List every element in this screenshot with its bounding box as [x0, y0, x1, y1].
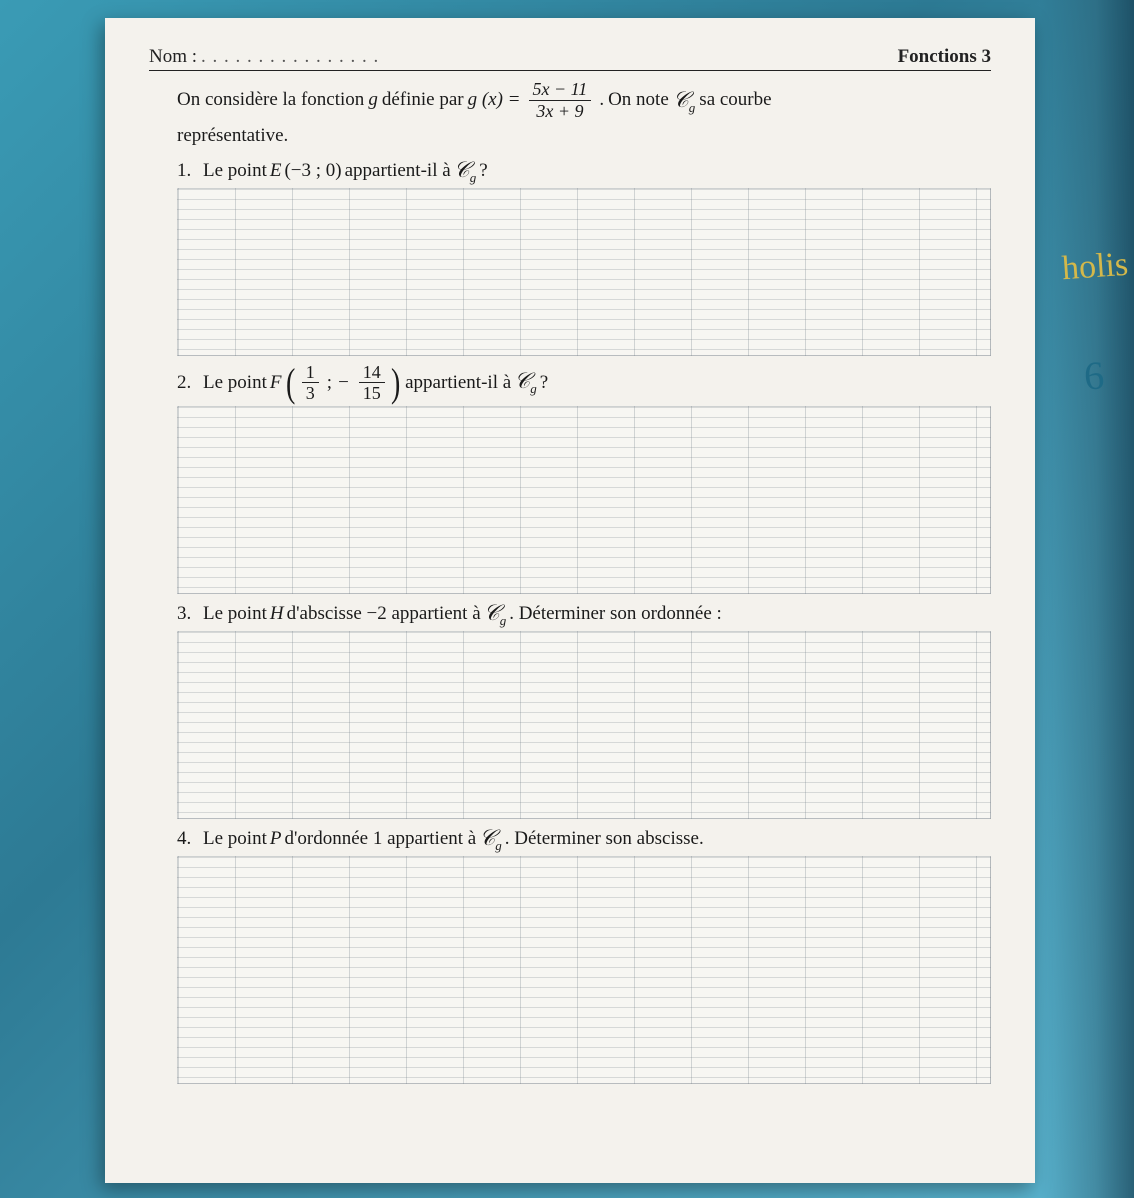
- q2-q: ?: [540, 372, 548, 394]
- q1-answer-grid[interactable]: [177, 188, 991, 356]
- q1-a: Le point: [203, 160, 267, 182]
- nom-field[interactable]: Nom : . . . . . . . . . . . . . . . .: [149, 46, 379, 68]
- q3-curve: 𝒞g: [484, 600, 507, 629]
- q4-curve: 𝒞g: [479, 825, 502, 854]
- q1-num: 1.: [177, 160, 195, 182]
- intro-fraction: 5x − 11 3x + 9: [529, 79, 592, 121]
- nom-blank[interactable]: . . . . . . . . . . . . . . . .: [201, 46, 379, 67]
- intro-sacourbe: sa courbe: [699, 85, 771, 114]
- question-list: 1. Le point E (−3 ; 0) appartient-il à 𝒞…: [177, 157, 991, 1084]
- q4-pt: P: [270, 828, 282, 850]
- intro-onnote: On note: [608, 85, 669, 114]
- q1-pt: E: [270, 160, 282, 182]
- intro-a: On considère la fonction: [177, 85, 364, 114]
- header-row: Nom : . . . . . . . . . . . . . . . . Fo…: [149, 46, 991, 71]
- lparen-icon: (: [286, 365, 295, 401]
- q3-num: 3.: [177, 603, 195, 625]
- frac-den: 3x + 9: [532, 101, 587, 122]
- q3-a: Le point: [203, 603, 267, 625]
- question-1: 1. Le point E (−3 ; 0) appartient-il à 𝒞…: [177, 157, 991, 356]
- q2-a: Le point: [203, 372, 267, 394]
- question-3: 3. Le point H d'abscisse −2 appartient à…: [177, 600, 991, 819]
- rparen-icon: ): [391, 365, 400, 401]
- q3-d: . Déterminer son ordonnée :: [509, 603, 722, 625]
- q2-b: appartient-il à: [405, 372, 511, 394]
- worksheet-page: Nom : . . . . . . . . . . . . . . . . Fo…: [105, 18, 1035, 1183]
- q2-num: 2.: [177, 372, 195, 394]
- background-scribble-1: holis: [1061, 246, 1130, 289]
- q1-coords: (−3 ; 0): [284, 160, 341, 182]
- page-title: Fonctions 3: [898, 46, 991, 68]
- background-scribble-2: 6: [1082, 351, 1105, 399]
- intro-func: g: [368, 85, 378, 114]
- q4-a: Le point: [203, 828, 267, 850]
- question-4: 4. Le point P d'ordonnée 1 appartient à …: [177, 825, 991, 1084]
- q4-b: d'ordonnée 1 appartient à: [284, 828, 476, 850]
- q2-curve: 𝒞g: [514, 368, 537, 397]
- q1-q: ?: [479, 160, 487, 182]
- frac-num: 5x − 11: [529, 79, 592, 101]
- q1-b: appartient-il à: [345, 160, 451, 182]
- intro-gx: g (x) =: [468, 85, 521, 114]
- intro-curve: 𝒞g: [673, 83, 696, 118]
- intro-period: .: [599, 85, 604, 114]
- intro-b: définie par: [382, 85, 464, 114]
- q1-curve: 𝒞g: [454, 157, 477, 186]
- q2-coords: ( 13 ; − 1415 ): [284, 362, 402, 404]
- q3-b: d'abscisse −2 appartient à: [287, 603, 481, 625]
- q3-pt: H: [270, 603, 284, 625]
- q4-num: 4.: [177, 828, 195, 850]
- intro-text: On considère la fonction g définie par g…: [177, 79, 991, 151]
- q3-answer-grid[interactable]: [177, 631, 991, 819]
- question-2: 2. Le point F ( 13 ; − 1415 ) app: [177, 362, 991, 594]
- intro-line2: représentative.: [177, 121, 991, 150]
- q2-pt: F: [270, 372, 282, 394]
- q2-answer-grid[interactable]: [177, 406, 991, 594]
- q4-d: . Déterminer son abscisse.: [505, 828, 704, 850]
- nom-label: Nom :: [149, 46, 197, 67]
- q4-answer-grid[interactable]: [177, 856, 991, 1084]
- photo-edge: [1039, 0, 1134, 1198]
